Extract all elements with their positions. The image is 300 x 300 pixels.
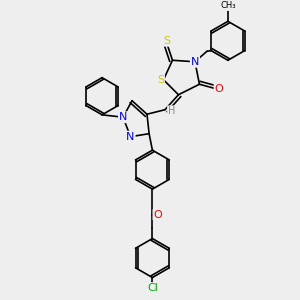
Text: S: S [157, 75, 164, 85]
Text: N: N [126, 132, 135, 142]
Text: O: O [214, 84, 223, 94]
Text: H: H [168, 106, 175, 116]
Text: N: N [191, 57, 199, 67]
Text: S: S [163, 36, 170, 46]
Text: O: O [153, 210, 162, 220]
Text: Cl: Cl [147, 283, 158, 293]
Text: N: N [119, 112, 127, 122]
Text: CH₃: CH₃ [220, 1, 236, 10]
